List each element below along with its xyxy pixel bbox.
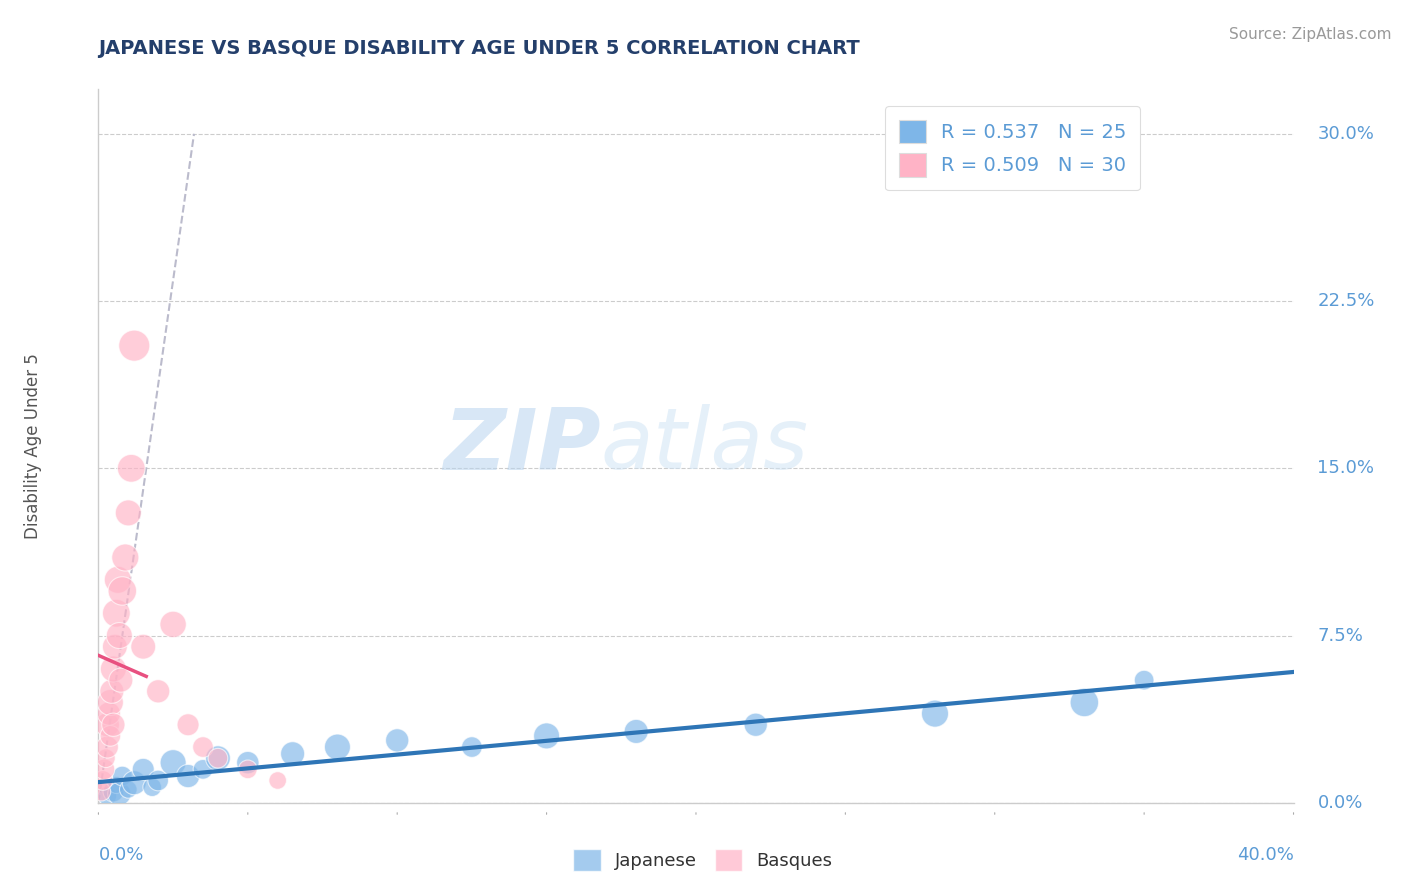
Text: 15.0%: 15.0% (1317, 459, 1375, 477)
Point (191, 762, 214, 776)
Point (132, 762, 155, 776)
Point (105, 607, 128, 621)
Point (110, 673, 132, 687)
Point (104, 640, 127, 654)
Point (141, 780, 163, 794)
Point (90, 785, 112, 799)
Legend: Japanese, Basques: Japanese, Basques (567, 842, 839, 879)
Point (148, 773, 170, 788)
Point (162, 617, 184, 632)
Text: Source: ZipAtlas.com: Source: ZipAtlas.com (1229, 27, 1392, 42)
Point (103, 717, 125, 731)
Point (96, 789, 118, 803)
Point (117, 782, 139, 797)
Point (536, 729, 558, 743)
Point (94, 751, 117, 765)
Point (103, 662, 125, 676)
Point (105, 778, 128, 792)
Point (1133, 673, 1156, 687)
Point (111, 769, 134, 783)
Point (267, 773, 290, 788)
Point (98, 729, 122, 743)
Point (924, 706, 946, 721)
Text: Disability Age Under 5: Disability Age Under 5 (24, 353, 42, 539)
Point (385, 733, 409, 747)
Point (745, 717, 768, 731)
Point (101, 684, 124, 698)
Point (107, 573, 129, 587)
Point (93, 762, 115, 776)
Point (162, 756, 184, 770)
Point (120, 461, 142, 475)
Point (207, 751, 229, 765)
Point (111, 583, 134, 598)
Point (148, 684, 170, 698)
Point (236, 762, 259, 776)
Text: JAPANESE VS BASQUE DISABILITY AGE UNDER 5 CORRELATION CHART: JAPANESE VS BASQUE DISABILITY AGE UNDER … (98, 39, 860, 58)
Point (108, 628, 131, 642)
Point (326, 740, 349, 755)
Text: 30.0%: 30.0% (1317, 125, 1374, 143)
Text: atlas: atlas (600, 404, 808, 488)
Point (461, 740, 484, 755)
Text: 7.5%: 7.5% (1317, 626, 1364, 645)
Point (124, 775, 146, 790)
Point (177, 717, 200, 731)
Point (132, 640, 155, 654)
Point (124, 338, 146, 352)
Point (117, 506, 139, 520)
Point (624, 724, 647, 739)
Point (108, 787, 131, 801)
Point (1073, 696, 1095, 710)
Point (114, 550, 136, 565)
Point (207, 751, 229, 765)
Point (96, 740, 118, 755)
Point (191, 740, 214, 755)
Point (97, 706, 120, 721)
Point (281, 747, 304, 761)
Point (103, 785, 125, 799)
Legend: R = 0.537   N = 25, R = 0.509   N = 30: R = 0.537 N = 25, R = 0.509 N = 30 (884, 106, 1140, 191)
Text: 0.0%: 0.0% (98, 846, 143, 863)
Point (96, 717, 118, 731)
Point (177, 769, 200, 783)
Point (236, 756, 259, 770)
Point (98, 696, 122, 710)
Point (91, 773, 114, 788)
Text: 40.0%: 40.0% (1237, 846, 1294, 863)
Text: ZIP: ZIP (443, 404, 600, 488)
Text: 22.5%: 22.5% (1317, 292, 1375, 310)
Text: 0.0%: 0.0% (1317, 794, 1362, 812)
